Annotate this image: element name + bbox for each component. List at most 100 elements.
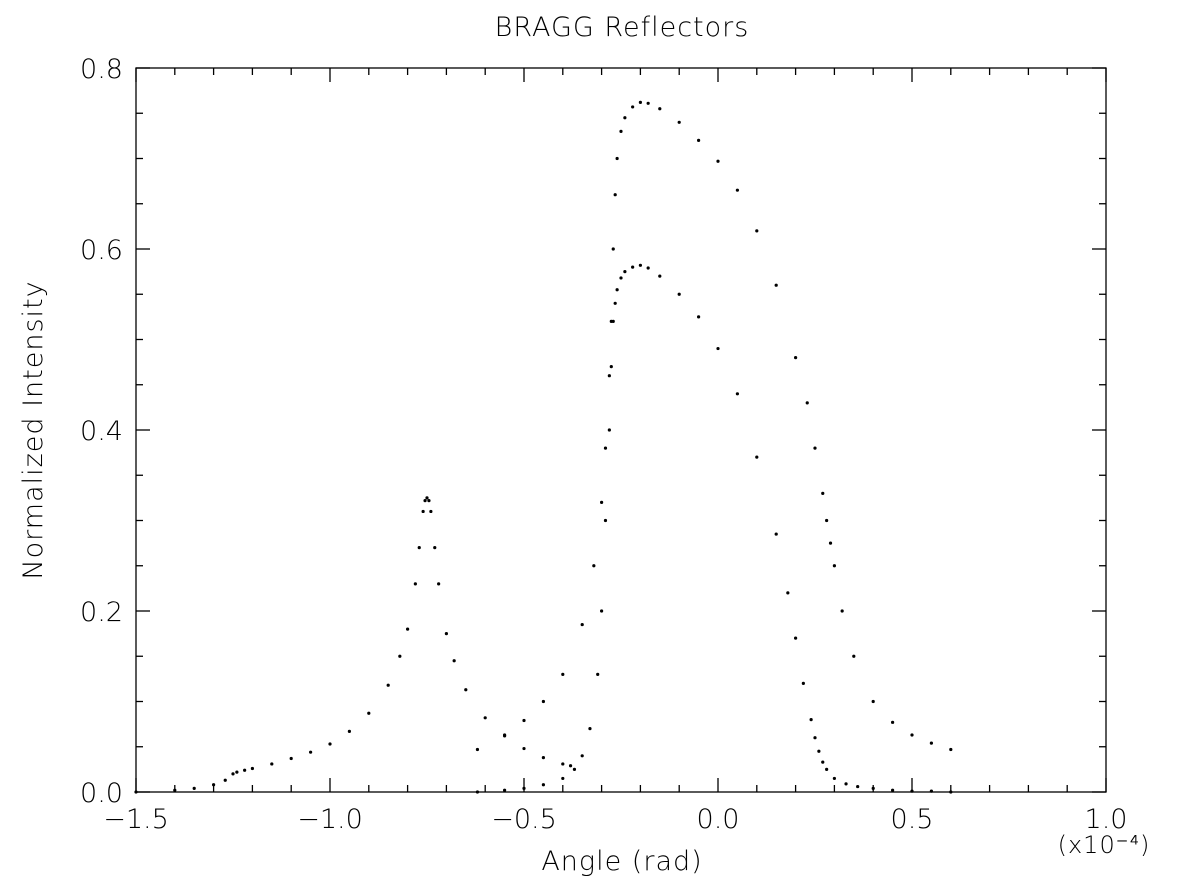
data-point — [243, 768, 247, 772]
data-point — [832, 776, 837, 781]
data-point — [856, 784, 860, 789]
data-point — [623, 270, 627, 274]
data-point — [561, 672, 565, 676]
data-point — [134, 790, 138, 794]
y-tick-label: 0.8 — [80, 54, 123, 85]
data-point — [433, 546, 437, 550]
data-point — [638, 100, 643, 104]
plot-frame — [135, 67, 1107, 793]
data-point — [716, 346, 720, 351]
data-point — [794, 636, 798, 640]
data-point — [328, 742, 332, 746]
data-point — [631, 265, 635, 269]
data-point — [871, 786, 875, 790]
data-point — [805, 401, 809, 405]
data-point — [871, 699, 875, 704]
data-point — [844, 782, 848, 786]
data-point — [646, 101, 650, 105]
data-series-2 — [475, 100, 953, 752]
data-point — [588, 727, 592, 731]
y-axis-label: Normalized Intensity — [18, 280, 49, 579]
data-point — [821, 760, 825, 764]
y-tick-label: 0.2 — [80, 597, 123, 628]
data-point — [929, 741, 934, 745]
data-point — [173, 788, 177, 792]
data-point — [607, 428, 611, 432]
data-point — [755, 229, 759, 233]
y-tick-label: 0.6 — [80, 235, 123, 266]
data-point — [367, 711, 371, 715]
data-point — [817, 749, 821, 753]
data-point — [755, 455, 759, 459]
data-point — [464, 688, 468, 692]
data-point — [801, 681, 805, 686]
data-point — [611, 247, 615, 251]
data-point — [503, 733, 507, 737]
data-point — [615, 288, 619, 292]
data-point — [910, 789, 914, 793]
data-point — [386, 683, 390, 687]
data-point — [832, 564, 837, 568]
data-point — [596, 672, 600, 676]
data-point — [615, 156, 619, 161]
data-point — [813, 736, 817, 740]
x-tick-label: −1.5 — [103, 804, 169, 835]
data-point — [891, 788, 895, 792]
data-point — [677, 120, 681, 124]
data-point — [522, 786, 526, 790]
x-tick-label: 0.5 — [891, 804, 934, 835]
data-point — [613, 301, 617, 305]
data-point — [503, 788, 507, 792]
x-axis-multiplier: (x10⁻⁴) — [1058, 831, 1151, 859]
data-point — [475, 747, 480, 752]
data-point — [658, 274, 662, 278]
data-point — [309, 750, 313, 754]
data-point — [774, 532, 778, 536]
x-tick-label: 1.0 — [1085, 804, 1128, 835]
data-point — [607, 374, 611, 378]
data-point — [452, 659, 456, 663]
data-point — [406, 627, 410, 631]
data-point — [425, 496, 429, 500]
data-point — [794, 356, 798, 360]
data-point — [603, 446, 608, 450]
data-point — [786, 591, 790, 595]
data-point — [658, 107, 662, 111]
data-point — [697, 138, 701, 142]
data-point — [212, 783, 216, 787]
data-point — [619, 276, 623, 280]
data-point — [561, 776, 565, 781]
data-point — [572, 767, 577, 771]
data-point — [437, 582, 441, 586]
data-point — [289, 756, 293, 761]
data-point — [398, 654, 402, 658]
data-point — [541, 699, 546, 704]
data-point — [250, 766, 254, 771]
data-point — [619, 129, 623, 133]
data-point — [949, 790, 953, 794]
data-point — [949, 747, 953, 752]
data-points — [134, 100, 953, 794]
axis-ticks: −1.5 −1.0 −0.5 0.0 0.5 1.0 0.0 0.2 0.4 0.6 0.8 — [80, 54, 1127, 835]
data-point — [677, 292, 681, 296]
data-point — [825, 767, 829, 771]
data-point — [646, 266, 650, 270]
data-point — [891, 720, 895, 724]
data-point — [541, 783, 546, 787]
data-point — [580, 754, 584, 758]
data-point — [429, 509, 433, 514]
data-point — [444, 632, 448, 636]
data-point — [475, 790, 480, 794]
data-point — [852, 654, 856, 658]
x-axis-label: Angle (rad) — [541, 846, 702, 877]
data-point — [270, 762, 274, 766]
data-point — [638, 263, 643, 267]
data-point — [235, 770, 239, 774]
data-point — [813, 446, 817, 450]
data-point — [522, 746, 526, 751]
data-point — [929, 789, 934, 793]
data-point — [580, 622, 584, 627]
y-tick-label: 0.0 — [80, 778, 123, 809]
data-point — [483, 716, 487, 720]
x-tick-label: −1.0 — [297, 804, 363, 835]
